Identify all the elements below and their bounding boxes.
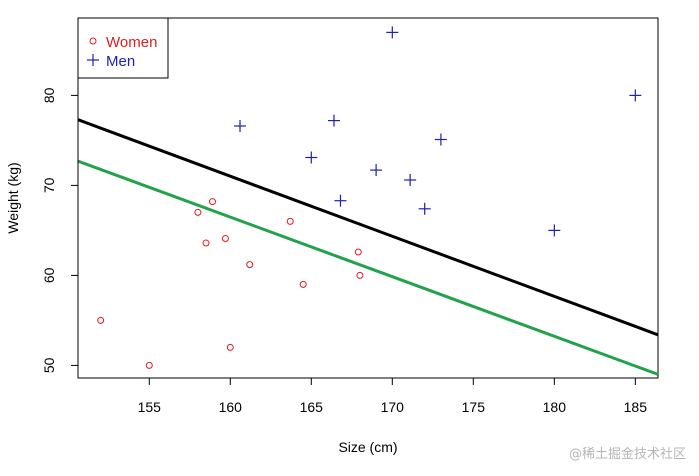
point-women-6 [226, 343, 234, 351]
point-men-6 [404, 174, 417, 186]
y-axis-title: Weight (kg) [5, 162, 21, 233]
point-men-7 [418, 202, 431, 215]
point-men-1 [305, 151, 318, 164]
point-women-7 [246, 261, 254, 269]
point-women-0 [97, 316, 105, 324]
legend-men-label: Men [106, 53, 135, 70]
y-tick-label-80: 80 [41, 87, 57, 103]
legend-women-label: Women [106, 34, 157, 51]
point-women-11 [356, 271, 364, 279]
point-men-9 [548, 224, 561, 237]
y-tick-label-60: 60 [41, 267, 57, 283]
point-women-3 [202, 239, 210, 247]
point-women-10 [354, 248, 362, 256]
legend: Women Men [77, 17, 169, 79]
x-tick-label-180: 180 [543, 399, 567, 415]
x-axis-title: Size (cm) [338, 439, 397, 455]
point-men-3 [334, 194, 347, 207]
point-women-5 [221, 235, 229, 242]
x-tick-label-170: 170 [381, 399, 405, 415]
point-women-8 [286, 217, 294, 225]
y-tick-label-50: 50 [41, 357, 57, 373]
fit-line-0 [78, 118, 658, 337]
x-tick-label-185: 185 [624, 399, 648, 415]
point-men-8 [434, 133, 447, 146]
point-men-4 [370, 164, 383, 177]
point-men-0 [234, 120, 247, 132]
x-tick-label-175: 175 [462, 399, 486, 415]
point-men-5 [386, 26, 399, 39]
point-women-4 [208, 198, 216, 206]
watermark: @稀土掘金技术社区 [569, 446, 686, 462]
y-tick-label-70: 70 [41, 177, 57, 193]
x-tick-label-160: 160 [219, 399, 243, 415]
point-women-2 [194, 208, 202, 216]
regression-lines [78, 118, 658, 376]
point-women-9 [299, 280, 307, 288]
x-tick-label-165: 165 [300, 399, 324, 415]
x-axis: 155 160 165 170 175 180 185 [138, 377, 648, 415]
fit-line-1 [78, 159, 658, 376]
point-women-1 [145, 361, 153, 369]
data-points [97, 26, 642, 369]
y-axis: 50 60 70 80 [41, 87, 79, 373]
point-men-10 [629, 89, 642, 102]
point-men-2 [327, 114, 340, 127]
x-tick-label-155: 155 [138, 399, 162, 415]
legend-box [77, 17, 169, 79]
legend-men-marker [87, 54, 99, 66]
legend-women-marker [89, 37, 97, 45]
